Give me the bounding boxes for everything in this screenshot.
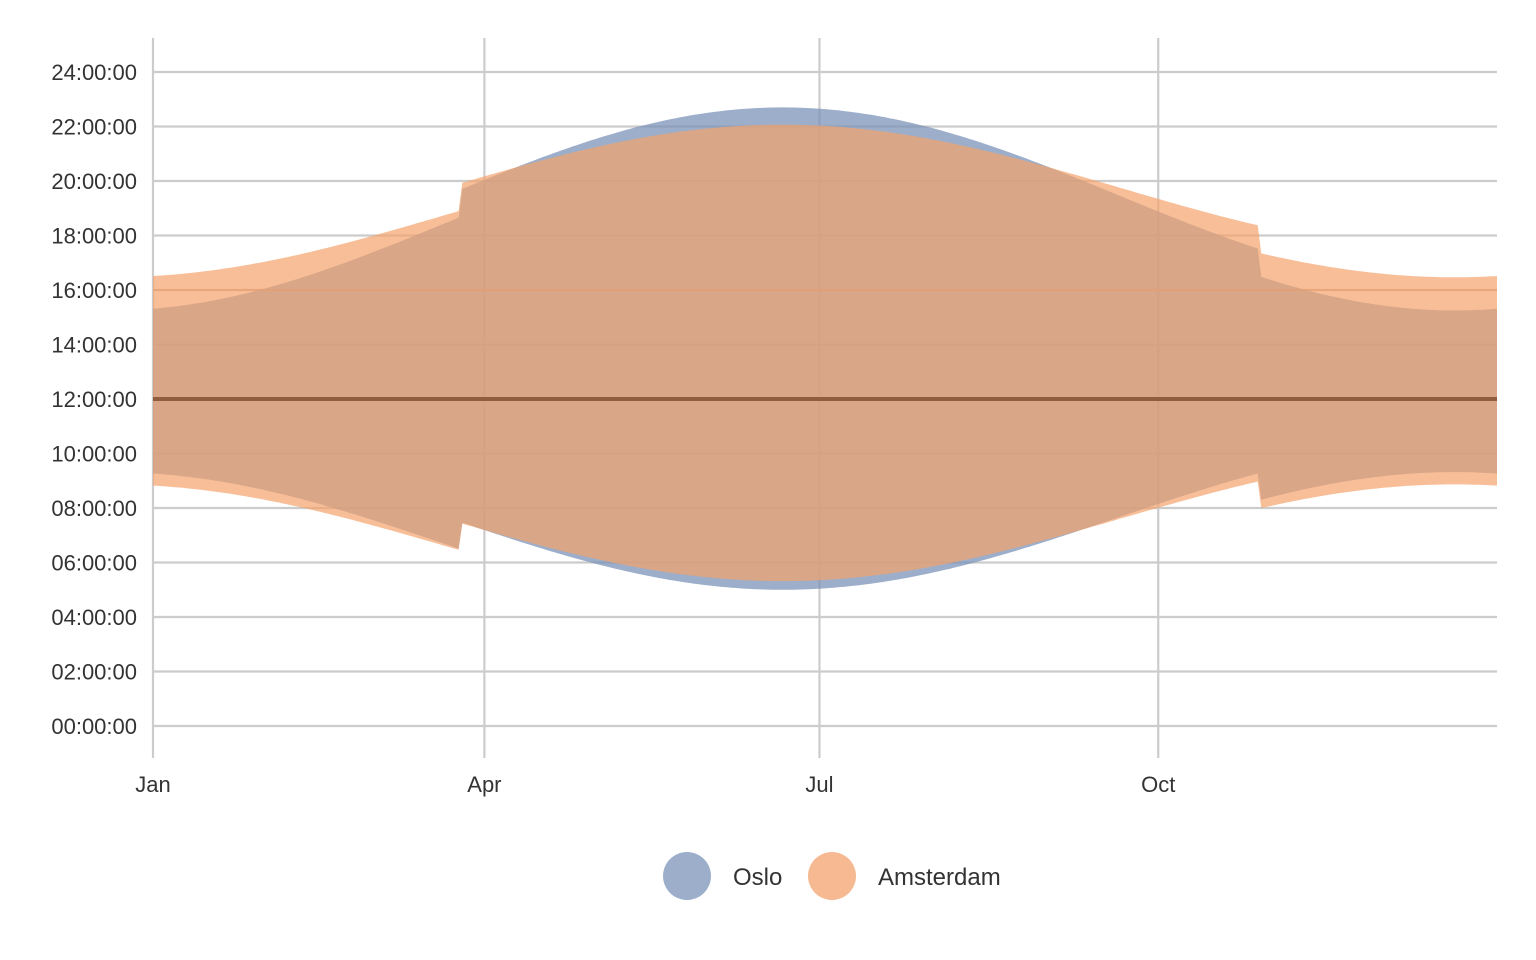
legend: Oslo Amsterdam (663, 852, 1001, 900)
y-tick-label: 12:00:00 (51, 387, 137, 412)
y-tick-label: 16:00:00 (51, 278, 137, 303)
y-tick-label: 14:00:00 (51, 333, 137, 358)
y-tick-label: 24:00:00 (51, 60, 137, 85)
y-tick-label: 08:00:00 (51, 496, 137, 521)
y-tick-label: 18:00:00 (51, 224, 137, 249)
x-tick-label: Jul (805, 772, 833, 797)
y-tick-label: 22:00:00 (51, 115, 137, 140)
y-tick-label: 00:00:00 (51, 714, 137, 739)
y-tick-label: 02:00:00 (51, 660, 137, 685)
legend-label: Amsterdam (878, 864, 1001, 891)
x-tick-label: Oct (1141, 772, 1175, 797)
y-tick-label: 06:00:00 (51, 551, 137, 576)
legend-swatch-oslo (663, 852, 711, 900)
legend-label: Oslo (733, 864, 782, 891)
y-tick-label: 20:00:00 (51, 169, 137, 194)
y-tick-label: 10:00:00 (51, 442, 137, 467)
y-tick-label: 04:00:00 (51, 605, 137, 630)
x-tick-label: Jan (135, 772, 170, 797)
series-areas (153, 107, 1497, 590)
series-area-amsterdam (153, 124, 1497, 582)
x-tick-label: Apr (467, 772, 501, 797)
reference-lines (153, 289, 1497, 401)
axes: 00:00:00 02:00:00 04:00:00 06:00:00 08:00:00… (51, 60, 1175, 797)
legend-swatch-amsterdam (808, 852, 856, 900)
